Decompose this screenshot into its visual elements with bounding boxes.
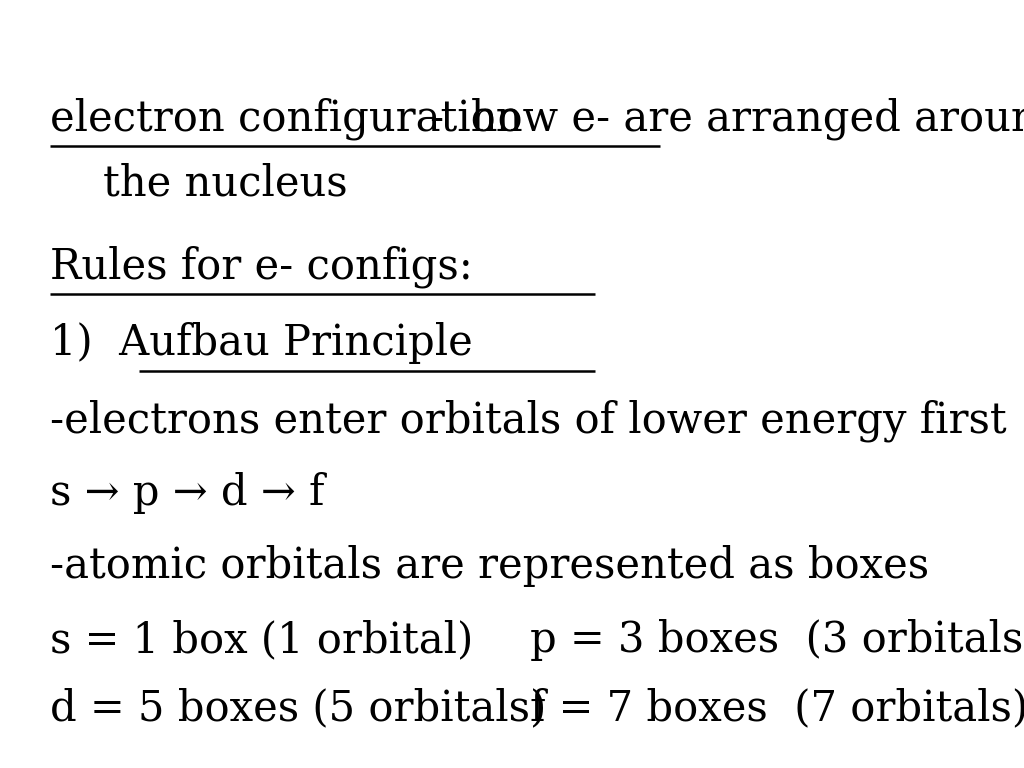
- Text: -atomic orbitals are represented as boxes: -atomic orbitals are represented as boxe…: [50, 545, 929, 587]
- Text: d = 5 boxes (5 orbitals): d = 5 boxes (5 orbitals): [50, 687, 546, 729]
- Text: p = 3 boxes  (3 orbitals): p = 3 boxes (3 orbitals): [530, 619, 1024, 661]
- Text: Rules for e- configs:: Rules for e- configs:: [50, 245, 473, 287]
- Text: the nucleus: the nucleus: [50, 162, 347, 204]
- Text: electron configuration: electron configuration: [50, 97, 522, 140]
- Text: -electrons enter orbitals of lower energy first: -electrons enter orbitals of lower energ…: [50, 399, 1007, 442]
- Text: -  how e- are arranged around: - how e- are arranged around: [430, 97, 1024, 140]
- Text: f = 7 boxes  (7 orbitals): f = 7 boxes (7 orbitals): [530, 687, 1024, 729]
- Text: s → p → d → f: s → p → d → f: [50, 472, 325, 514]
- Text: 1)  Aufbau Principle: 1) Aufbau Principle: [50, 322, 473, 364]
- Text: s = 1 box (1 orbital): s = 1 box (1 orbital): [50, 619, 473, 661]
